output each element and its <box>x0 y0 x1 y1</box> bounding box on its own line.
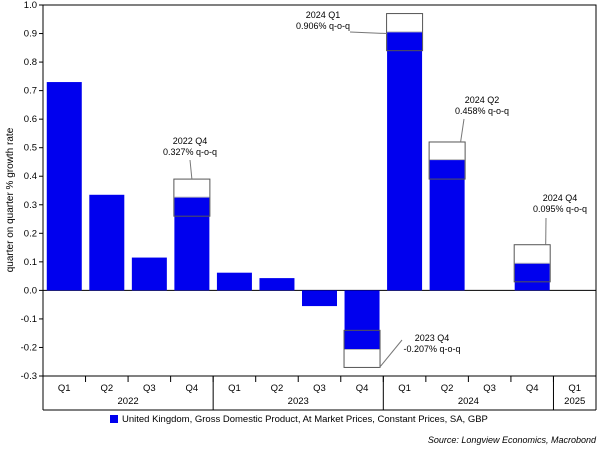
bar <box>259 278 295 291</box>
annotation-title: 2024 Q4 <box>543 193 578 203</box>
x-tick-label: Q1 <box>568 383 581 394</box>
plot-border <box>42 4 597 377</box>
bar-series <box>46 31 550 350</box>
y-tick-label: 1.0 <box>24 0 37 11</box>
annotation-value: 0.095% q-o-q <box>533 204 587 214</box>
y-tick-label: -0.1 <box>21 314 37 325</box>
y-axis-label: quarter on quarter % growth rate <box>5 127 16 272</box>
bar <box>46 82 82 291</box>
y-tick-label: -0.2 <box>21 342 37 353</box>
bar <box>514 263 550 291</box>
bar <box>429 159 465 291</box>
annotation-title: 2024 Q2 <box>465 95 500 105</box>
annotation-leader <box>349 31 388 35</box>
annotation-value: -0.207% q-o-q <box>403 344 460 354</box>
annotation-value: 0.906% q-o-q <box>296 21 350 31</box>
annotation-title: 2024 Q1 <box>306 10 341 20</box>
x-axis: Q1 Q2 Q3 Q4 Q1 Q2 Q3 Q4 Q1 Q2 Q3 Q4 Q1 2022 2023 2024 20… <box>58 376 585 410</box>
bar <box>302 290 337 307</box>
bar <box>344 290 380 350</box>
year-label: 2022 <box>118 396 139 407</box>
bar <box>174 197 210 291</box>
legend-swatch <box>110 415 118 423</box>
x-tick-label: Q1 <box>58 383 71 394</box>
y-axis: 1.0 0.9 0.8 0.7 0.6 0.5 0.4 0.3 0.2 0.1 0.0 -0.1 -0.… <box>21 0 43 382</box>
y-tick-label: 0.5 <box>24 143 37 154</box>
y-tick-label: 0.3 <box>24 200 37 211</box>
x-tick-label: Q2 <box>441 383 454 394</box>
y-tick-label: 0.9 <box>24 29 37 40</box>
year-label: 2023 <box>288 396 309 407</box>
range-box <box>386 13 424 52</box>
y-tick-label: 0.4 <box>24 171 37 182</box>
x-tick-label: Q1 <box>228 383 241 394</box>
year-label: 2024 <box>458 396 479 407</box>
y-tick-label: 0.2 <box>24 228 37 239</box>
x-tick-label: Q3 <box>143 383 156 394</box>
range-box <box>513 244 551 283</box>
annotation-title: 2023 Q4 <box>415 333 450 343</box>
x-tick-label: Q4 <box>186 383 199 394</box>
annotations: 2022 Q40.327% q-o-q 2023 Q4-0.207% q-o-q 2… <box>163 10 587 368</box>
x-tick-label: Q4 <box>356 383 369 394</box>
range-box <box>428 141 466 180</box>
annotation-leader <box>189 159 193 180</box>
x-tick-label: Q2 <box>100 383 113 394</box>
y-tick-label: 0.7 <box>24 86 37 97</box>
bar <box>216 272 252 291</box>
x-tick-label: Q2 <box>271 383 284 394</box>
y-tick-label: -0.3 <box>21 371 37 382</box>
annotation-value: 0.327% q-o-q <box>163 147 217 157</box>
x-tick-label: Q1 <box>398 383 411 394</box>
range-box <box>343 329 381 368</box>
plot-frame <box>42 4 597 411</box>
x-tick-label: Q4 <box>526 383 539 394</box>
legend: United Kingdom, Gross Domestic Product, … <box>110 414 488 425</box>
bar <box>387 31 423 291</box>
annotation-title: 2022 Q4 <box>173 136 208 146</box>
annotation-value: 0.458% q-o-q <box>455 106 509 116</box>
annotation-leader <box>460 118 465 143</box>
y-tick-label: 0.6 <box>24 114 37 125</box>
bar <box>131 257 167 291</box>
y-tick-label: 0.8 <box>24 57 37 68</box>
year-label: 2025 <box>564 396 585 407</box>
x-tick-label: Q3 <box>483 383 496 394</box>
source-note: Source: Longview Economics, Macrobond <box>428 435 597 445</box>
annotation-leader <box>379 339 403 368</box>
legend-label: United Kingdom, Gross Domestic Product, … <box>122 414 488 425</box>
x-tick-label: Q3 <box>313 383 326 394</box>
y-tick-label: 0.0 <box>24 285 37 296</box>
y-tick-label: 0.1 <box>24 257 37 268</box>
bar <box>89 194 125 291</box>
